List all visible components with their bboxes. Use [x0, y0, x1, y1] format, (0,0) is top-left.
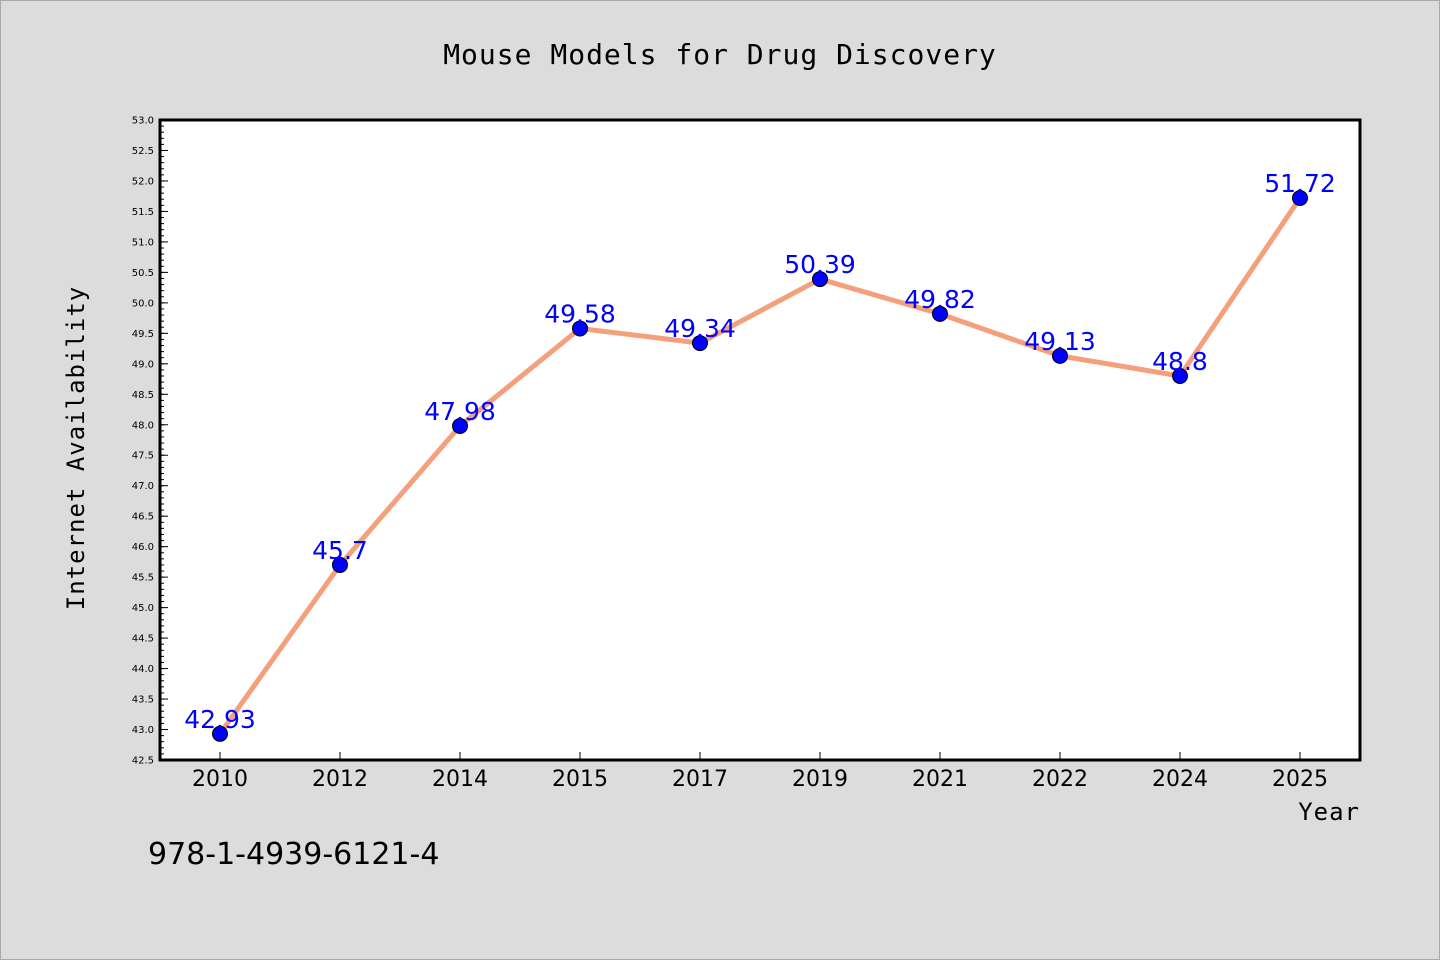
y-tick-label: 44.0 [132, 664, 154, 675]
y-tick-label: 46.0 [132, 542, 154, 553]
y-axis-ticks: 42.5 43.0 43.5 44.0 44.5 45.0 45.5 46.0 46.5 47.0… [132, 116, 168, 767]
y-tick-label: 49.5 [132, 329, 154, 340]
y-tick-label: 49.0 [132, 359, 154, 370]
data-point [692, 335, 708, 352]
data-point [452, 417, 468, 434]
x-axis-title: Year [1298, 798, 1360, 826]
y-tick-label: 45.5 [132, 573, 154, 584]
data-label: 48.8 [1152, 347, 1208, 376]
y-tick-label: 50.5 [132, 268, 154, 279]
x-tick-label: 2014 [432, 767, 488, 792]
data-point [332, 556, 348, 573]
data-point [1172, 368, 1188, 384]
data-label: 49.58 [544, 299, 616, 328]
data-label: 49.82 [904, 285, 976, 314]
x-tick-label: 2010 [192, 767, 248, 792]
y-tick-label: 45.0 [132, 603, 154, 614]
data-markers [212, 190, 1308, 742]
x-tick-label: 2025 [1272, 767, 1328, 792]
x-tick-label: 2021 [912, 767, 968, 792]
data-label: 51.72 [1264, 169, 1336, 198]
x-tick-label: 2024 [1152, 767, 1208, 792]
y-tick-label: 46.5 [132, 512, 154, 523]
data-point [1292, 190, 1308, 207]
y-tick-label: 48.0 [132, 420, 154, 431]
data-labels: 42.93 45.7 47.98 49.58 49.34 50.39 49.82 49.13 4… [184, 169, 1336, 734]
plot-area [158, 118, 1362, 762]
y-tick-label: 47.0 [132, 481, 154, 492]
x-tick-label: 2012 [312, 767, 368, 792]
y-tick-label: 43.5 [132, 695, 154, 706]
y-tick-label: 51.5 [132, 207, 154, 218]
footnote-isbn: 978-1-4939-6121-4 [148, 837, 439, 872]
x-tick-label: 2022 [1032, 767, 1088, 792]
y-tick-label: 48.5 [132, 390, 154, 401]
data-label: 42.93 [184, 705, 256, 734]
data-point [932, 305, 948, 322]
data-label: 49.13 [1024, 327, 1096, 356]
data-point [1052, 347, 1068, 364]
y-tick-label: 52.5 [132, 146, 154, 157]
y-tick-label: 52.0 [132, 176, 154, 187]
data-point [812, 271, 828, 288]
y-tick-label: 53.0 [132, 116, 154, 127]
data-point [212, 725, 228, 742]
x-tick-label: 2017 [672, 767, 728, 792]
chart-title: Mouse Models for Drug Discovery [443, 38, 997, 71]
y-tick-label: 50.0 [132, 298, 154, 309]
data-label: 50.39 [784, 250, 856, 279]
x-tick-label: 2015 [552, 767, 608, 792]
y-tick-label: 51.0 [132, 237, 154, 248]
y-tick-label: 42.5 [132, 756, 154, 767]
data-label: 47.98 [424, 397, 496, 426]
data-point [572, 320, 588, 337]
y-axis-title: Internet Availability [62, 286, 90, 610]
y-tick-label: 43.0 [132, 725, 154, 736]
series-line [217, 196, 1303, 736]
x-tick-label: 2019 [792, 767, 848, 792]
y-tick-label: 47.5 [132, 451, 154, 462]
y-tick-label: 44.5 [132, 634, 154, 645]
data-label: 45.7 [312, 536, 368, 565]
x-axis-ticks: 2010 2012 2014 2015 2017 2019 2021 2022 2024 2025 [192, 752, 1328, 792]
data-label: 49.34 [664, 314, 736, 343]
